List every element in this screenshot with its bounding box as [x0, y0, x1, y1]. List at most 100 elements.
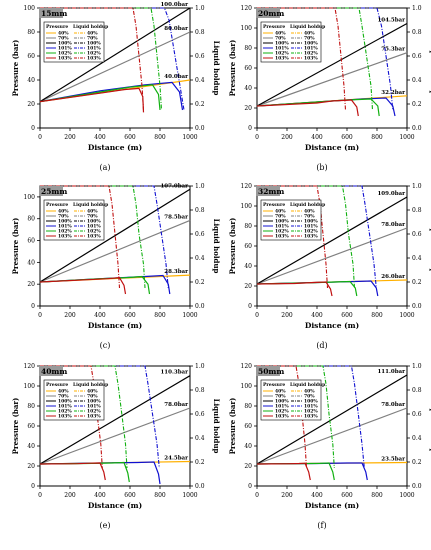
end-value-label: 24.5bar: [164, 456, 188, 462]
y-axis-label: Pressure (bar): [11, 398, 20, 455]
y-tick-label: 60: [27, 423, 35, 430]
holdup-line-102pct: [257, 185, 356, 289]
y2-tick-label: 0.2: [412, 279, 422, 286]
y2-tick-label: 0.8: [412, 29, 422, 36]
x-tick-label: 1000: [182, 134, 197, 141]
legend-header-pressure: Pressure: [46, 202, 68, 208]
pressure-line-101pct: [256, 462, 368, 481]
panel-label-tag: [256, 8, 280, 18]
legend-label-holdup: 40%: [304, 209, 315, 215]
legend-label-pressure: 102%: [275, 51, 289, 57]
x-tick-label: 800: [371, 312, 383, 319]
legend-label-holdup: 102%: [304, 229, 318, 235]
legend-label-holdup: 70%: [304, 214, 315, 220]
y-tick-label: 80: [27, 29, 35, 36]
y-tick-label: 100: [24, 194, 36, 201]
y2-tick-label: 0.4: [412, 77, 422, 84]
y2-tick-label: 0.2: [412, 459, 422, 466]
legend-label-pressure: 101%: [58, 224, 72, 230]
x-tick-label: 600: [341, 134, 353, 141]
y2-axis-label: Liquid holdup: [429, 41, 431, 96]
panel-label: 20mm: [258, 9, 284, 18]
legend-label-holdup: 101%: [87, 46, 101, 52]
panel-label: 50mm: [258, 367, 284, 376]
x-tick-label: 0: [255, 312, 259, 319]
legend-label-holdup: 103%: [87, 414, 101, 420]
y2-tick-label: 0.4: [195, 255, 205, 262]
legend-label-pressure: 100%: [58, 41, 72, 47]
legend-box: [43, 379, 105, 421]
y2-tick-label: 1.0: [412, 183, 422, 190]
legend-label-pressure: 70%: [58, 394, 69, 400]
legend-header-holdup: Liquid holdup: [73, 382, 108, 388]
end-value-label: 26.0bar: [381, 274, 405, 280]
x-tick-label: 800: [371, 492, 383, 499]
end-value-label: 111.0bar: [377, 369, 405, 375]
legend-header-holdup: Liquid holdup: [290, 202, 325, 208]
pressure-line-100pct: [256, 374, 408, 465]
legend-box: [43, 21, 105, 63]
y-tick-label: 60: [244, 423, 252, 430]
legend-label-holdup: 103%: [87, 234, 101, 240]
x-tick-label: 600: [124, 134, 136, 141]
x-tick-label: 200: [281, 134, 293, 141]
legend-header-holdup: Liquid holdup: [290, 382, 325, 388]
end-value-label: 78.0bar: [381, 222, 405, 228]
x-tick-label: 400: [94, 134, 106, 141]
x-tick-label: 600: [124, 492, 136, 499]
pressure-line-70pct: [256, 227, 408, 285]
legend-label-holdup: 103%: [87, 56, 101, 62]
y-axis-label: Pressure (bar): [228, 398, 237, 455]
legend-label-holdup: 103%: [304, 414, 318, 420]
pressure-line-102pct: [256, 462, 335, 481]
pressure-line-102pct: [39, 461, 130, 483]
legend-label-holdup: 102%: [304, 51, 318, 57]
y-tick-label: 20: [27, 281, 35, 288]
legend-label-pressure: 100%: [275, 219, 289, 225]
x-tick-label: 800: [154, 312, 166, 319]
x-axis-label: Distance (m): [88, 143, 142, 152]
legend-label-holdup: 70%: [87, 36, 98, 42]
pressure-line-103pct: [39, 276, 127, 295]
legend-label-pressure: 40%: [275, 31, 286, 37]
legend-label-holdup: 102%: [87, 409, 101, 415]
end-value-label: 78.0bar: [381, 402, 405, 408]
end-value-label: 23.5bar: [381, 457, 405, 463]
legend-label-holdup: 103%: [304, 56, 318, 62]
x-axis-label: Distance (m): [305, 321, 359, 330]
y2-tick-label: 0.4: [195, 77, 205, 84]
end-value-label: 109.0bar: [377, 191, 405, 197]
x-tick-label: 800: [371, 134, 383, 141]
pressure-line-70pct: [39, 219, 191, 283]
legend-label-holdup: 40%: [87, 209, 98, 215]
panel-caption: (d): [316, 341, 327, 350]
panel-label: 25mm: [41, 187, 67, 196]
chart-panel-3: 0 200 400 600 800 1000 0 20 40 60 80 100 0.0 0.2 0.4 0.…: [11, 183, 221, 350]
end-value-label: 78.0bar: [164, 402, 188, 408]
end-value-label: 40.0bar: [164, 74, 188, 80]
legend-header-pressure: Pressure: [46, 382, 68, 388]
y-tick-label: 60: [27, 53, 35, 60]
y-tick-label: 80: [244, 223, 252, 230]
end-value-label: 107.0bar: [160, 183, 188, 189]
y-tick-label: 60: [244, 243, 252, 250]
legend-label-holdup: 102%: [304, 409, 318, 415]
y-tick-label: 120: [241, 183, 253, 190]
pressure-line-103pct: [39, 462, 106, 481]
y-tick-label: 0: [248, 125, 252, 132]
legend-header-holdup: Liquid holdup: [73, 24, 108, 30]
legend-label-holdup: 100%: [87, 219, 101, 225]
legend-label-pressure: 103%: [275, 56, 289, 62]
chart-panel-2: 0 200 400 600 800 1000 0 20 40 60 80 100 120 0.0 0.2 0.…: [228, 5, 431, 172]
panel-label-tag: [256, 186, 280, 196]
legend-label-holdup: 100%: [87, 399, 101, 405]
pressure-line-100pct: [256, 196, 408, 285]
x-tick-label: 1000: [399, 492, 414, 499]
y2-axis-label: Liquid holdup: [212, 41, 221, 96]
legend-label-pressure: 100%: [58, 399, 72, 405]
legend-label-holdup: 40%: [304, 389, 315, 395]
x-axis-label: Distance (m): [305, 143, 359, 152]
legend-label-pressure: 101%: [58, 404, 72, 410]
